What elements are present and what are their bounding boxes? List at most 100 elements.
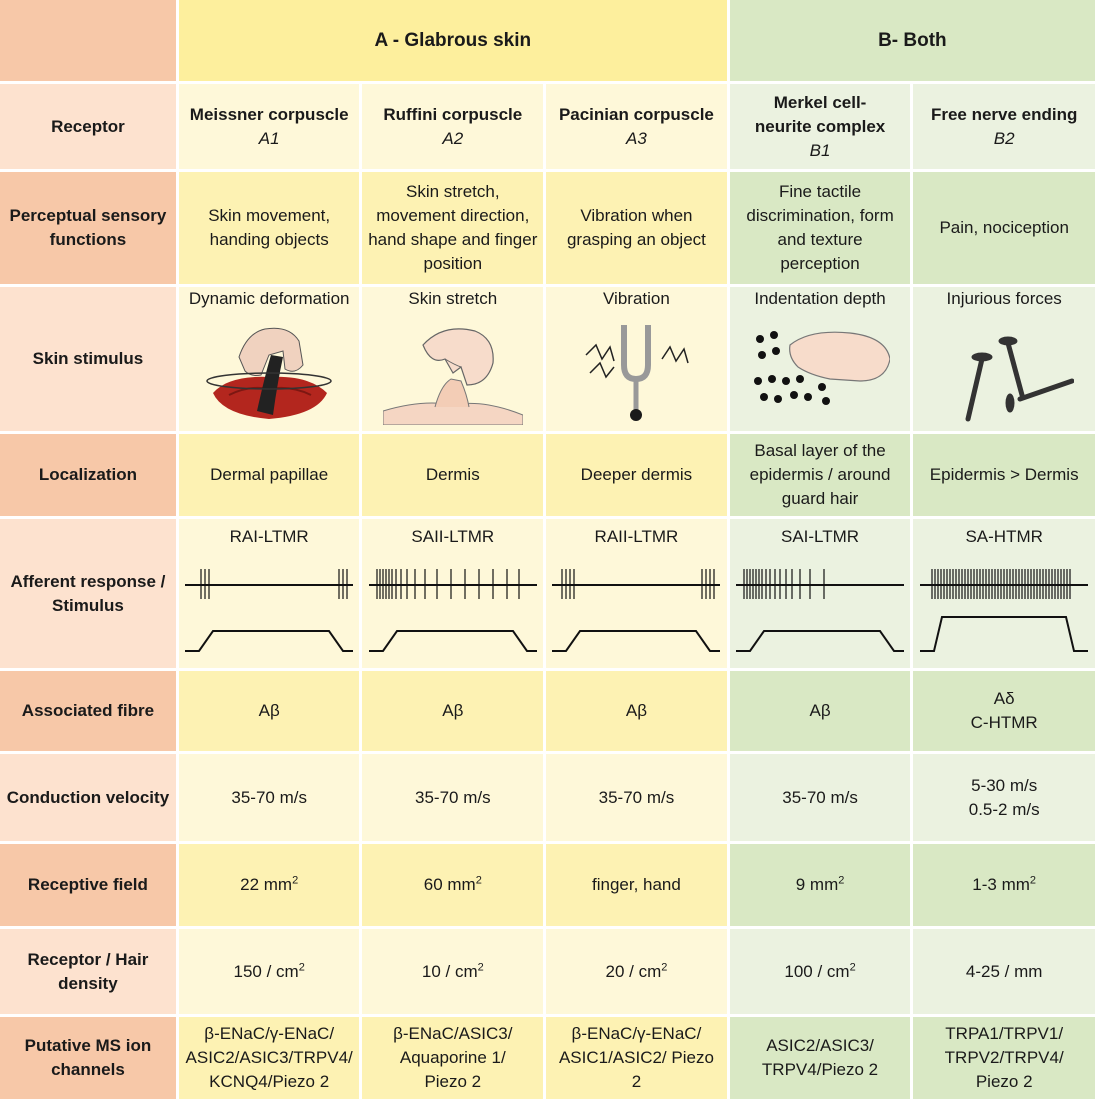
perceptual-cell: Vibration when grasping an object xyxy=(546,172,727,284)
receptor-code: A3 xyxy=(626,128,647,148)
channels-cell: β-ENaC/ASIC3/ Aquaporine 1/ Piezo 2 xyxy=(362,1017,544,1099)
density-cell: 100 / cm2 xyxy=(729,929,911,1014)
field-value: 22 mm xyxy=(240,875,293,894)
braille-hand-icon xyxy=(754,331,891,405)
stimulus-label: Dynamic deformation xyxy=(188,289,350,308)
row-label-receptor: Receptor xyxy=(0,84,176,169)
afferent-cell: RAII-LTMR xyxy=(546,519,727,668)
spike-train-graph xyxy=(920,569,1089,652)
field-cell: 22 mm2 xyxy=(178,844,360,926)
afferent-type: RAII-LTMR xyxy=(594,527,679,546)
spike-train-graph xyxy=(552,569,721,652)
fibre-cell: Aδ C-HTMR xyxy=(913,671,1095,751)
tuning-fork-icon xyxy=(585,325,690,421)
density-value: 20 / cm xyxy=(605,961,662,981)
stimulus-cell: Dynamic deformation xyxy=(178,287,360,431)
velocity-cell: 5-30 m/s 0.5-2 m/s xyxy=(913,754,1095,841)
density-cell: 10 / cm2 xyxy=(362,929,544,1014)
velocity-cell: 35-70 m/s xyxy=(178,754,360,841)
receptor-code: B1 xyxy=(809,140,831,160)
localization-cell: Dermal papillae xyxy=(178,434,360,516)
row-label-afferent: Afferent response / Stimulus xyxy=(0,519,176,668)
receptor-cell: Merkel cell- neurite complex B1 xyxy=(729,84,911,169)
perceptual-cell: Skin stretch, movement direction, hand s… xyxy=(362,172,544,284)
fibre-line: Aδ xyxy=(993,689,1015,708)
receptor-cell: Ruffini corpuscle A2 xyxy=(362,84,544,169)
fibre-line: C-HTMR xyxy=(970,713,1038,732)
field-value: 9 mm xyxy=(795,875,839,894)
density-superscript: 2 xyxy=(298,960,305,973)
receptor-code: A2 xyxy=(442,128,464,148)
channels-cell: β-ENaC/γ-ENaC/ ASIC1/ASIC2/ Piezo 2 xyxy=(546,1017,727,1099)
row-label-density: Receptor / Hair density xyxy=(0,929,176,1014)
channels-cell: β-ENaC/γ-ENaC/ ASIC2/ASIC3/TRPV4/ KCNQ4/… xyxy=(178,1017,360,1099)
spike-train-graph xyxy=(185,569,354,652)
group-header-glabrous: A - Glabrous skin xyxy=(178,0,727,81)
receptor-name: Free nerve ending xyxy=(930,104,1078,124)
density-value: 100 / cm xyxy=(784,961,850,981)
afferent-type: SA-HTMR xyxy=(965,527,1043,546)
receptor-name: Merkel cell- neurite complex xyxy=(754,92,886,136)
stimulus-label: Injurious forces xyxy=(946,289,1062,308)
field-cell: 60 mm2 xyxy=(362,844,544,926)
row-label-channels: Putative MS ion channels xyxy=(0,1017,176,1099)
field-value: 1-3 mm xyxy=(972,875,1030,894)
channels-cell: TRPA1/TRPV1/ TRPV2/TRPV4/ Piezo 2 xyxy=(913,1017,1095,1099)
field-superscript: 2 xyxy=(292,874,299,887)
density-cell: 20 / cm2 xyxy=(546,929,727,1014)
fibre-cell: Aβ xyxy=(546,671,727,751)
field-cell: finger, hand xyxy=(546,844,727,926)
stimulus-cell: Vibration xyxy=(546,287,727,431)
velocity-cell: 35-70 m/s xyxy=(546,754,727,841)
velocity-line: 0.5-2 m/s xyxy=(968,799,1040,819)
spike-train-graph xyxy=(736,569,905,652)
nails-icon xyxy=(965,336,1075,422)
field-cell: 9 mm2 xyxy=(729,844,911,926)
row-label-fibre: Associated fibre xyxy=(0,671,176,751)
pinched-skin-icon xyxy=(382,328,523,425)
localization-cell: Basal layer of the epidermis / around gu… xyxy=(729,434,911,516)
density-value: 150 / cm xyxy=(233,961,299,981)
fibre-cell: Aβ xyxy=(729,671,911,751)
receptor-cell: Meissner corpuscle A1 xyxy=(178,84,360,169)
afferent-type: RAI-LTMR xyxy=(229,527,309,546)
channels-cell: ASIC2/ASIC3/ TRPV4/Piezo 2 xyxy=(729,1017,911,1099)
perceptual-cell: Pain, nociception xyxy=(913,172,1095,284)
field-superscript: 2 xyxy=(1029,874,1037,887)
velocity-cell: 35-70 m/s xyxy=(729,754,911,841)
group-header-both: B- Both xyxy=(729,0,1095,81)
field-superscript: 2 xyxy=(838,874,845,887)
density-value: 4-25 / mm xyxy=(965,961,1043,981)
density-cell: 150 / cm2 xyxy=(178,929,360,1014)
perceptual-cell: Fine tactile discrimination, form and te… xyxy=(729,172,911,284)
velocity-cell: 35-70 m/s xyxy=(362,754,544,841)
field-superscript: 2 xyxy=(475,874,482,887)
afferent-type: SAII-LTMR xyxy=(411,527,495,546)
afferent-type: SAI-LTMR xyxy=(781,527,860,546)
density-value: 10 / cm xyxy=(421,961,478,981)
row-label-localization: Localization xyxy=(0,434,176,516)
afferent-cell: SA-HTMR xyxy=(913,519,1095,668)
row-label-velocity: Conduction velocity xyxy=(0,754,176,841)
receptor-name: Ruffini corpuscle xyxy=(383,104,523,124)
receptor-cell: Free nerve ending B2 xyxy=(913,84,1095,169)
density-superscript: 2 xyxy=(477,960,484,973)
field-value: finger, hand xyxy=(591,875,681,894)
fibre-cell: Aβ xyxy=(178,671,360,751)
density-superscript: 2 xyxy=(661,960,668,973)
row-label-perceptual: Perceptual sensory functions xyxy=(0,172,176,284)
velocity-line: 5-30 m/s xyxy=(971,775,1038,795)
perceptual-cell: Skin movement, handing objects xyxy=(178,172,360,284)
density-cell: 4-25 / mm xyxy=(913,929,1095,1014)
localization-cell: Deeper dermis xyxy=(546,434,727,516)
stimulus-label: Indentation depth xyxy=(754,289,886,308)
receptor-code: A1 xyxy=(258,128,280,148)
receptor-name: Meissner corpuscle xyxy=(189,104,349,124)
afferent-cell: RAI-LTMR xyxy=(178,519,360,668)
afferent-cell: SAII-LTMR xyxy=(362,519,544,668)
stimulus-cell: Skin stretch xyxy=(362,287,544,431)
stimulus-cell: Injurious forces xyxy=(913,287,1095,431)
stimulus-label: Skin stretch xyxy=(408,289,498,308)
receptor-code: B2 xyxy=(993,128,1015,148)
